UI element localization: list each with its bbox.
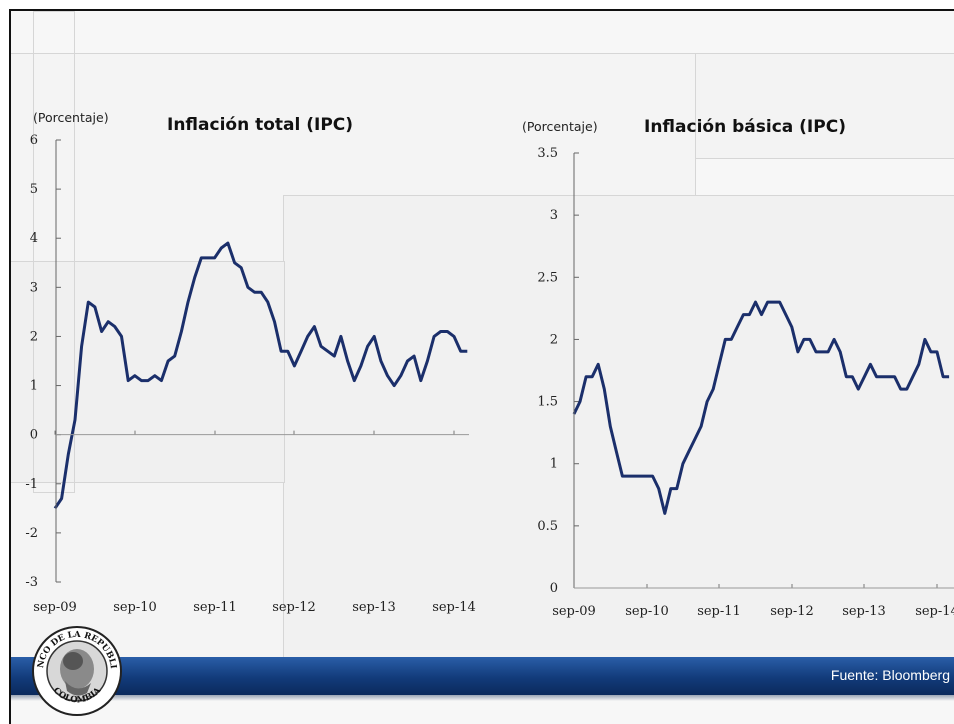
- y-tick-label: 0: [30, 428, 38, 443]
- y-tick-label: 1: [30, 379, 38, 394]
- y-tick-label: 5: [30, 182, 38, 197]
- x-tick-label: sep-10: [625, 604, 669, 619]
- x-tick-label: sep-09: [33, 600, 77, 615]
- footer-bar: [11, 657, 954, 695]
- y-tick-label: 2: [550, 332, 558, 347]
- y-tick-label: 3.5: [537, 146, 558, 161]
- y-tick-label: -2: [25, 526, 38, 541]
- chart-title: Inflación básica (IPC): [644, 117, 846, 137]
- x-tick-label: sep-13: [352, 600, 396, 615]
- chart-title: Inflación total (IPC): [167, 115, 353, 135]
- y-tick-label: 0: [550, 581, 558, 596]
- x-tick-label: sep-14: [432, 600, 476, 615]
- chart-inflacion-total: (Porcentaje) Inflación total (IPC) 6 5 4 3 2…: [25, 110, 476, 615]
- background-panel: [283, 195, 954, 661]
- chart-inflacion-basica: (Porcentaje) Inflación básica (IPC) 3.5 3…: [522, 117, 954, 619]
- x-tick-label: sep-10: [113, 600, 157, 615]
- y-axis-unit-label: (Porcentaje): [522, 119, 598, 134]
- background-panel: [33, 11, 75, 493]
- y-tick-label: 1.5: [537, 395, 558, 410]
- y-tick-label: 6: [30, 133, 38, 148]
- x-tick-label: sep-12: [770, 604, 814, 619]
- y-tick-label: 3: [30, 280, 38, 295]
- series-line: [53, 241, 468, 510]
- slide: (Porcentaje) Inflación total (IPC) 6 5 4 3 2…: [9, 9, 954, 724]
- x-tick-label: sep-13: [842, 604, 886, 619]
- x-tick-label: sep-11: [697, 604, 741, 619]
- banco-republica-logo: BANCO DE LA REPUBLICA COLOMBIA: [31, 625, 122, 716]
- y-tick-label: 2.5: [537, 270, 558, 285]
- x-tick-label: sep-12: [272, 600, 316, 615]
- background-panel: [11, 261, 285, 483]
- source-label: Fuente: Bloomberg: [830, 667, 950, 683]
- x-tick-label: sep-14: [915, 604, 954, 619]
- y-tick-label: 1: [550, 457, 558, 472]
- y-tick-label: -1: [25, 477, 38, 492]
- x-tick-label: sep-11: [193, 600, 237, 615]
- y-tick-label: 4: [30, 231, 38, 246]
- y-tick-label: 3: [550, 208, 558, 223]
- x-tick-label: sep-09: [552, 604, 596, 619]
- y-axis-unit-label: (Porcentaje): [33, 110, 109, 125]
- background-panel: [695, 53, 954, 159]
- series-line: [572, 300, 950, 515]
- footer-shadow: [11, 695, 954, 701]
- y-tick-label: 2: [30, 329, 38, 344]
- y-tick-label: -3: [25, 575, 38, 590]
- y-tick-label: 0.5: [537, 519, 558, 534]
